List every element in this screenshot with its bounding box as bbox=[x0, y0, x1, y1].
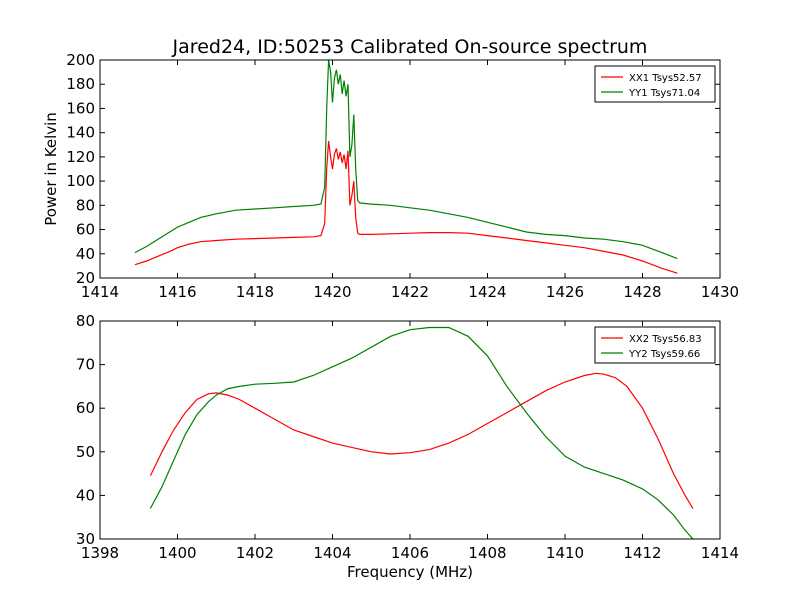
y-tick-label: 20 bbox=[76, 269, 95, 287]
x-tick-label: 1420 bbox=[313, 283, 351, 301]
x-tick-label: 1410 bbox=[546, 544, 584, 562]
x-tick-label: 1402 bbox=[236, 544, 274, 562]
x-tick-label: 1412 bbox=[623, 544, 661, 562]
y-tick-label: 120 bbox=[66, 148, 95, 166]
legend-box bbox=[594, 326, 716, 364]
y-tick-label: 50 bbox=[76, 443, 95, 461]
x-tick-label: 1400 bbox=[158, 544, 196, 562]
y-tick-label: 40 bbox=[76, 245, 95, 263]
y-tick-label: 100 bbox=[66, 172, 95, 190]
y-axis-label: Power in Kelvin bbox=[42, 112, 60, 226]
legend: XX1 Tsys52.57 YY1 Tsys71.04 bbox=[594, 65, 716, 103]
x-tick-label: 1398 bbox=[81, 544, 119, 562]
y-tick-label: 80 bbox=[76, 312, 95, 330]
x-tick-label: 1406 bbox=[391, 544, 429, 562]
legend-label: XX2 Tsys56.83 bbox=[629, 334, 702, 345]
x-tick-label: 1422 bbox=[391, 283, 429, 301]
x-tick-label: 1416 bbox=[158, 283, 196, 301]
y-tick-label: 70 bbox=[76, 356, 95, 374]
y-tick-label: 180 bbox=[66, 75, 95, 93]
top-panel: 1414 1416 1418 1420 1422 1424 1426 1428 1430 20 40… bbox=[42, 51, 739, 301]
x-tick-label: 1404 bbox=[313, 544, 351, 562]
x-tick-label: 1418 bbox=[236, 283, 274, 301]
x-axis-label: Frequency (MHz) bbox=[347, 563, 473, 581]
x-tick-label: 1408 bbox=[468, 544, 506, 562]
legend-label: YY1 Tsys71.04 bbox=[628, 88, 700, 99]
x-tick-label: 1414 bbox=[701, 544, 739, 562]
y-tick-label: 30 bbox=[76, 530, 95, 548]
x-tick-label: 1414 bbox=[81, 283, 119, 301]
series-line-xx2 bbox=[149, 372, 694, 509]
x-tick-label: 1430 bbox=[701, 283, 739, 301]
x-tick-label: 1424 bbox=[468, 283, 506, 301]
legend-label: YY2 Tsys59.66 bbox=[628, 349, 700, 360]
x-tick-label: 1428 bbox=[623, 283, 661, 301]
y-tick-label: 60 bbox=[76, 399, 95, 417]
y-tick-label: 140 bbox=[66, 124, 95, 142]
y-tick-label: 160 bbox=[66, 99, 95, 117]
series-line-yy2 bbox=[149, 326, 694, 539]
y-tick-label: 40 bbox=[76, 486, 95, 504]
legend-box bbox=[594, 65, 716, 103]
x-tick-label: 1426 bbox=[546, 283, 584, 301]
y-tick-label: 200 bbox=[66, 51, 95, 69]
legend: XX2 Tsys56.83 YY2 Tsys59.66 bbox=[594, 326, 716, 364]
series-line-xx1 bbox=[134, 141, 678, 274]
series-line-yy1 bbox=[134, 60, 678, 260]
y-tick-label: 80 bbox=[76, 196, 95, 214]
figure-title: Jared24, ID:50253 Calibrated On-source s… bbox=[172, 36, 648, 58]
legend-label: XX1 Tsys52.57 bbox=[629, 73, 702, 84]
y-tick-label: 60 bbox=[76, 221, 95, 239]
bottom-panel: 1398 1400 1402 1404 1406 1408 1410 1412 1414 30 40… bbox=[76, 312, 739, 581]
